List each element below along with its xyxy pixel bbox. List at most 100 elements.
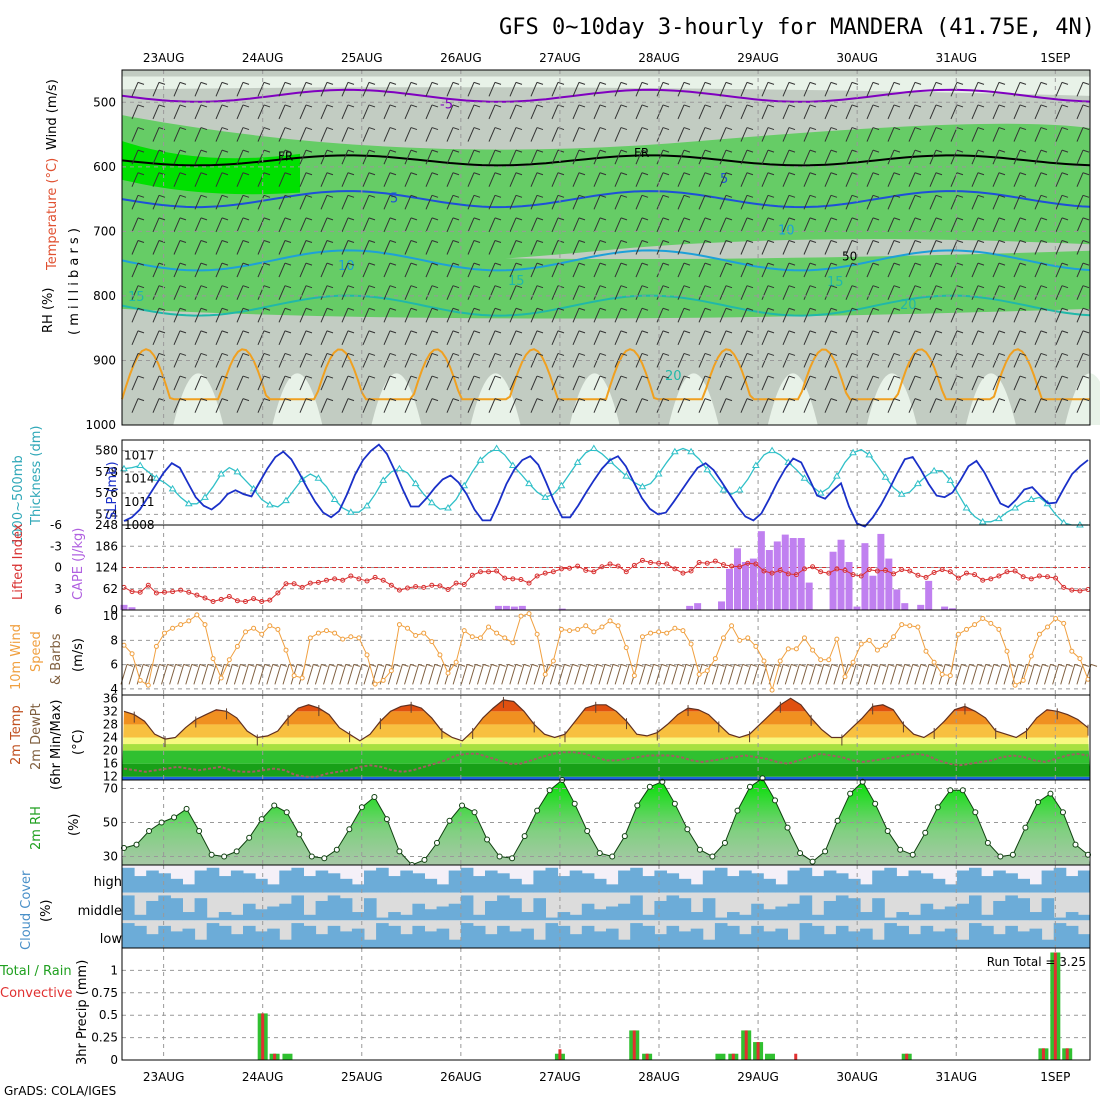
temp-tick-label: 36: [103, 691, 118, 705]
wind-barb-flag: [578, 352, 586, 356]
wind-barb-flag: [179, 375, 187, 379]
wind-barb: [1013, 262, 1021, 278]
wind-barb-flag: [578, 127, 586, 131]
cloud-bar: [593, 878, 607, 893]
wind-barb-flag: [305, 307, 313, 311]
cloud-bar: [206, 867, 220, 893]
wind-barb: [530, 127, 538, 142]
wind-barb: [488, 104, 496, 120]
wind-barb: [551, 195, 559, 210]
surface-wind-barb: [493, 664, 501, 685]
wind-barb-flag: [893, 330, 901, 334]
cloud-bar: [908, 870, 922, 893]
cloud-bar: [787, 870, 801, 893]
wind-barb: [740, 149, 748, 165]
wind-barb: [929, 398, 937, 413]
wind-barb-flag: [788, 217, 796, 221]
wind-barb-flag: [1082, 375, 1090, 379]
wind-barb: [1055, 82, 1063, 97]
wind-barb: [299, 308, 307, 323]
wind-barb: [341, 308, 349, 323]
wind-barb: [572, 82, 580, 97]
wind-barb-flag: [137, 398, 145, 402]
wind-barb-flag: [704, 330, 712, 334]
wind-barb: [257, 195, 265, 210]
wind-barb: [152, 262, 160, 278]
thickness-point: [557, 481, 566, 489]
wind-barb-flag: [557, 240, 565, 243]
cloud-bar: [799, 895, 813, 921]
wind-barb-flag: [1019, 375, 1027, 379]
surface-wind-barb-flag: [888, 663, 895, 667]
wind-barb: [593, 330, 601, 346]
surface-wind-barb: [752, 664, 760, 685]
wind-barb: [761, 308, 769, 323]
wind-speed-point: [834, 636, 840, 642]
wind-barb: [1055, 375, 1063, 391]
cloud-bar: [388, 876, 401, 893]
wind-barb: [236, 285, 244, 300]
wind-barb: [530, 308, 538, 323]
wind-barb-flag: [641, 398, 649, 402]
rh-point: [646, 783, 653, 790]
wind-barb-flag: [1040, 375, 1048, 379]
cloud-bar: [630, 867, 643, 893]
surface-wind-barb-flag: [418, 663, 425, 667]
wind-barb-flag: [263, 240, 271, 243]
cloud-bar: [690, 884, 704, 893]
cloud-bar: [642, 876, 655, 893]
wind-barb: [131, 330, 139, 346]
wind-barb-flag: [200, 127, 208, 131]
li-point: [939, 567, 945, 573]
li-point: [599, 564, 605, 570]
wind-barb: [467, 82, 475, 97]
cloud-bar: [751, 903, 764, 921]
wind-barb-flag: [347, 149, 355, 153]
wind-barb: [530, 375, 538, 391]
wind-barb-flag: [725, 194, 733, 198]
rh2m-labels: 2m RH (%): [29, 806, 82, 850]
wind-barb: [572, 285, 580, 300]
li-point: [324, 577, 330, 583]
cloud-bar: [884, 917, 897, 921]
wind-barb: [362, 149, 370, 165]
wind-barb-flag: [137, 172, 145, 176]
wind-speed-point: [591, 629, 597, 635]
wind-barb-flag: [956, 81, 964, 85]
wind-speed-point: [729, 623, 735, 629]
wind-barb: [698, 195, 706, 210]
wind-barb-flag: [1082, 104, 1090, 108]
wind-barb: [971, 398, 979, 413]
wind-barb: [194, 217, 202, 233]
wind-barb-flag: [536, 330, 544, 334]
wind-barb: [194, 398, 202, 413]
wind-barb: [551, 217, 559, 233]
surface-wind-barb-flag: [386, 663, 393, 667]
wind-barb-flag: [746, 172, 754, 176]
wind-barb: [1055, 262, 1063, 278]
pressure-tick-label: 500: [93, 95, 116, 109]
wind-speed-point: [469, 634, 475, 640]
wind-barb: [1013, 172, 1021, 187]
li-point: [299, 584, 305, 590]
wind-barb: [719, 104, 727, 120]
cloud-bar: [739, 934, 752, 948]
surface-wind-barb: [663, 664, 671, 685]
wind-barb-flag: [872, 398, 880, 402]
wind-barb: [992, 195, 1000, 210]
wind-barb-flag: [725, 398, 733, 402]
wind-barb: [320, 195, 328, 210]
wind-barb-flag: [830, 352, 838, 356]
wind-barb: [1076, 195, 1084, 210]
wind-barb: [866, 398, 874, 413]
thickness-point: [719, 485, 728, 493]
wind-barb: [572, 330, 580, 346]
millibars-label: ( m i l l i b a r s ): [67, 228, 82, 335]
wind-barb: [782, 104, 790, 120]
wind-barb: [446, 262, 454, 278]
wind-speed-point: [793, 646, 799, 652]
wind-barb: [341, 398, 349, 413]
surface-wind-barb-flag: [637, 663, 644, 667]
wind-barb: [677, 285, 685, 300]
wind-speed-point: [712, 656, 718, 662]
